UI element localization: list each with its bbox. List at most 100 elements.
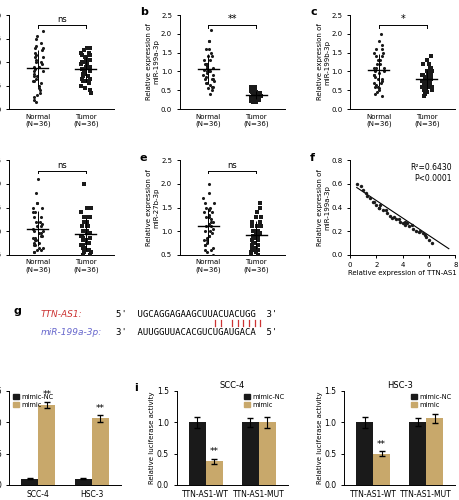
Point bbox=[409, 224, 416, 232]
Point bbox=[398, 219, 406, 227]
Point bbox=[204, 180, 212, 188]
Point bbox=[30, 239, 37, 247]
Point bbox=[248, 88, 255, 96]
Point bbox=[424, 75, 431, 83]
Point bbox=[31, 65, 38, 73]
Point bbox=[209, 71, 216, 79]
Text: ns: ns bbox=[57, 161, 67, 170]
Point bbox=[33, 51, 40, 59]
Point bbox=[203, 79, 211, 87]
Point bbox=[248, 222, 255, 230]
Point bbox=[253, 234, 261, 242]
Point bbox=[375, 204, 382, 212]
Point bbox=[34, 32, 41, 40]
Point bbox=[408, 221, 415, 229]
Point bbox=[205, 190, 213, 198]
Point bbox=[87, 204, 94, 212]
Text: **: ** bbox=[95, 404, 104, 412]
Point bbox=[87, 88, 95, 96]
Point bbox=[31, 68, 38, 76]
Bar bbox=[241, 422, 258, 485]
Legend: mimic-NC, mimic: mimic-NC, mimic bbox=[12, 394, 53, 407]
Point bbox=[254, 241, 262, 249]
Text: **: ** bbox=[227, 14, 236, 24]
Point bbox=[250, 95, 257, 103]
Point bbox=[83, 204, 90, 212]
Point bbox=[201, 241, 208, 249]
Point bbox=[252, 98, 259, 106]
Point bbox=[425, 77, 432, 85]
Point bbox=[77, 82, 84, 90]
Point bbox=[369, 48, 377, 56]
Point bbox=[31, 248, 38, 256]
Point bbox=[394, 216, 402, 224]
Point bbox=[80, 68, 87, 76]
Point bbox=[419, 71, 426, 79]
Point bbox=[83, 213, 90, 221]
Point bbox=[425, 68, 433, 76]
Point bbox=[34, 199, 41, 207]
Point bbox=[252, 90, 259, 98]
Point bbox=[253, 253, 261, 261]
Point bbox=[80, 58, 88, 66]
Point bbox=[37, 230, 45, 237]
Point bbox=[375, 204, 382, 212]
Y-axis label: Relative luciferase activity: Relative luciferase activity bbox=[316, 392, 322, 484]
Point bbox=[209, 75, 217, 83]
Point bbox=[209, 77, 217, 85]
Point bbox=[207, 80, 214, 88]
Point bbox=[79, 253, 86, 261]
Point bbox=[380, 68, 387, 76]
Point bbox=[202, 45, 209, 53]
Point bbox=[32, 218, 39, 226]
Point bbox=[200, 66, 207, 74]
Point bbox=[248, 232, 256, 240]
Y-axis label: Relative expression of
miR-199a-3p: Relative expression of miR-199a-3p bbox=[146, 24, 159, 101]
Legend: mimic-NC, mimic: mimic-NC, mimic bbox=[410, 394, 451, 407]
Y-axis label: Relative expression of
miR-27b-3p: Relative expression of miR-27b-3p bbox=[146, 169, 159, 246]
Point bbox=[209, 82, 217, 90]
Point bbox=[202, 64, 210, 72]
Point bbox=[381, 206, 388, 214]
Point bbox=[425, 79, 433, 87]
Point bbox=[80, 248, 88, 256]
Point bbox=[420, 80, 427, 88]
Point bbox=[81, 84, 89, 92]
Point bbox=[372, 64, 379, 72]
Point bbox=[84, 222, 92, 230]
Point bbox=[249, 96, 256, 104]
Point bbox=[405, 222, 412, 230]
Point bbox=[31, 236, 38, 244]
Point bbox=[254, 227, 262, 235]
Point bbox=[77, 232, 84, 240]
Point bbox=[376, 201, 383, 209]
Point bbox=[79, 227, 87, 235]
Text: 3'  AUUGGUUACACGUCUGAUGACA  5': 3' AUUGGUUACACGUCUGAUGACA 5' bbox=[116, 328, 277, 336]
Point bbox=[78, 232, 86, 240]
Point bbox=[379, 64, 386, 72]
Text: R²=0.6430
P<0.0001: R²=0.6430 P<0.0001 bbox=[410, 164, 451, 182]
Point bbox=[374, 75, 381, 83]
Point bbox=[208, 82, 216, 90]
Point bbox=[249, 227, 257, 235]
Point bbox=[33, 72, 40, 80]
Point bbox=[201, 75, 208, 83]
Point bbox=[201, 246, 208, 254]
Text: f: f bbox=[309, 153, 314, 163]
Point bbox=[377, 79, 384, 87]
Y-axis label: Relative expression of
miR-199b-3p: Relative expression of miR-199b-3p bbox=[316, 24, 329, 101]
Point bbox=[365, 194, 373, 202]
Point bbox=[209, 244, 216, 252]
Point bbox=[426, 64, 433, 72]
Point bbox=[81, 54, 88, 62]
Point bbox=[36, 86, 43, 94]
Point bbox=[411, 227, 419, 235]
Point bbox=[39, 68, 47, 76]
Point bbox=[84, 60, 91, 68]
Point bbox=[253, 222, 260, 230]
Point bbox=[208, 224, 216, 232]
Title: HSC-3: HSC-3 bbox=[386, 381, 412, 390]
Point bbox=[370, 71, 377, 79]
Point bbox=[32, 42, 39, 50]
Point bbox=[254, 96, 262, 104]
